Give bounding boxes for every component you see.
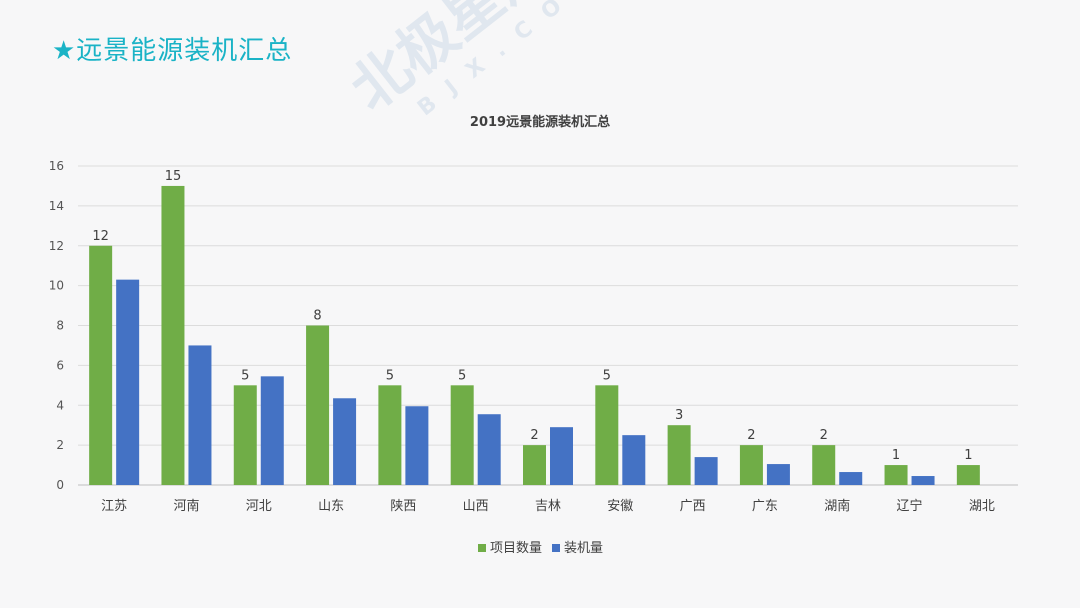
page-title: ★远景能源装机汇总 [52,36,293,66]
y-tick-label: 14 [49,199,64,213]
bar-capacity [766,464,790,485]
x-category-label: 江苏 [101,498,127,514]
bar-project-count [595,385,619,485]
data-label: 1 [892,448,900,463]
bar-project-count [739,445,763,485]
y-tick-label: 8 [56,319,64,333]
x-category-label: 陕西 [390,499,416,514]
y-tick-label: 4 [56,398,64,412]
bar-capacity [694,457,718,485]
gridlines [78,165,1018,486]
bar-capacity [333,398,357,485]
bars: 12 15 5 8 5 5 2 5 3 2 2 1 1 [89,169,980,485]
x-category-label: 广西 [680,499,706,514]
y-axis-ticks: 0 2 4 6 8 10 12 14 16 [49,159,64,492]
legend: 项目数量 装机量 [478,541,603,556]
bar-project-count [667,425,691,485]
y-tick-label: 0 [56,478,64,492]
data-label: 1 [964,448,972,463]
bar-project-count [89,245,113,485]
data-label: 3 [675,408,683,423]
bar-capacity [116,279,140,485]
data-label: 2 [530,428,538,443]
y-tick-label: 6 [56,358,64,372]
x-category-label: 山西 [463,499,489,514]
y-tick-label: 16 [49,159,64,173]
bar-project-count [378,385,402,485]
legend-label: 装机量 [564,541,603,556]
data-label: 5 [241,368,249,383]
data-label: 5 [386,368,394,383]
bar-project-count [884,465,908,485]
y-tick-label: 12 [49,239,64,253]
legend-swatch [552,544,560,552]
bar-capacity [839,472,863,485]
x-category-label: 安徽 [607,499,633,514]
bar-project-count [956,465,980,485]
y-tick-label: 10 [49,279,64,293]
bar-capacity [911,476,935,485]
bar-project-count [161,185,185,485]
x-category-label: 辽宁 [897,498,923,514]
bar-project-count [812,445,836,485]
x-category-label: 湖北 [969,499,995,514]
bar-capacity [260,376,284,485]
data-label: 2 [747,428,755,443]
bar-project-count [450,385,474,485]
chart-title: 2019远景能源装机汇总 [470,114,610,130]
x-axis-categories: 江苏 河南 河北 山东 陕西 山西 吉林 安徽 广西 广东 湖南 辽宁 湖北 [101,498,995,514]
data-label: 5 [603,368,611,383]
legend-swatch [478,544,486,552]
data-label: 5 [458,368,466,383]
x-category-label: 河南 [173,498,199,514]
bar-capacity [477,414,501,485]
x-category-label: 湖南 [824,498,850,514]
legend-label: 项目数量 [490,541,542,556]
x-category-label: 吉林 [535,499,561,514]
bar-project-count [523,445,546,485]
x-category-label: 广东 [752,499,778,514]
x-category-label: 山东 [318,499,344,514]
bar-capacity [188,345,212,485]
data-label: 2 [820,428,828,443]
bar-project-count [233,385,257,485]
bar-project-count [306,325,330,485]
bar-capacity [550,427,573,485]
data-label: 12 [92,229,109,244]
data-label: 15 [165,169,182,184]
bar-capacity [405,406,429,485]
data-label: 8 [313,309,321,324]
y-tick-label: 2 [56,438,64,452]
bar-capacity [622,435,646,485]
x-category-label: 河北 [246,499,272,514]
